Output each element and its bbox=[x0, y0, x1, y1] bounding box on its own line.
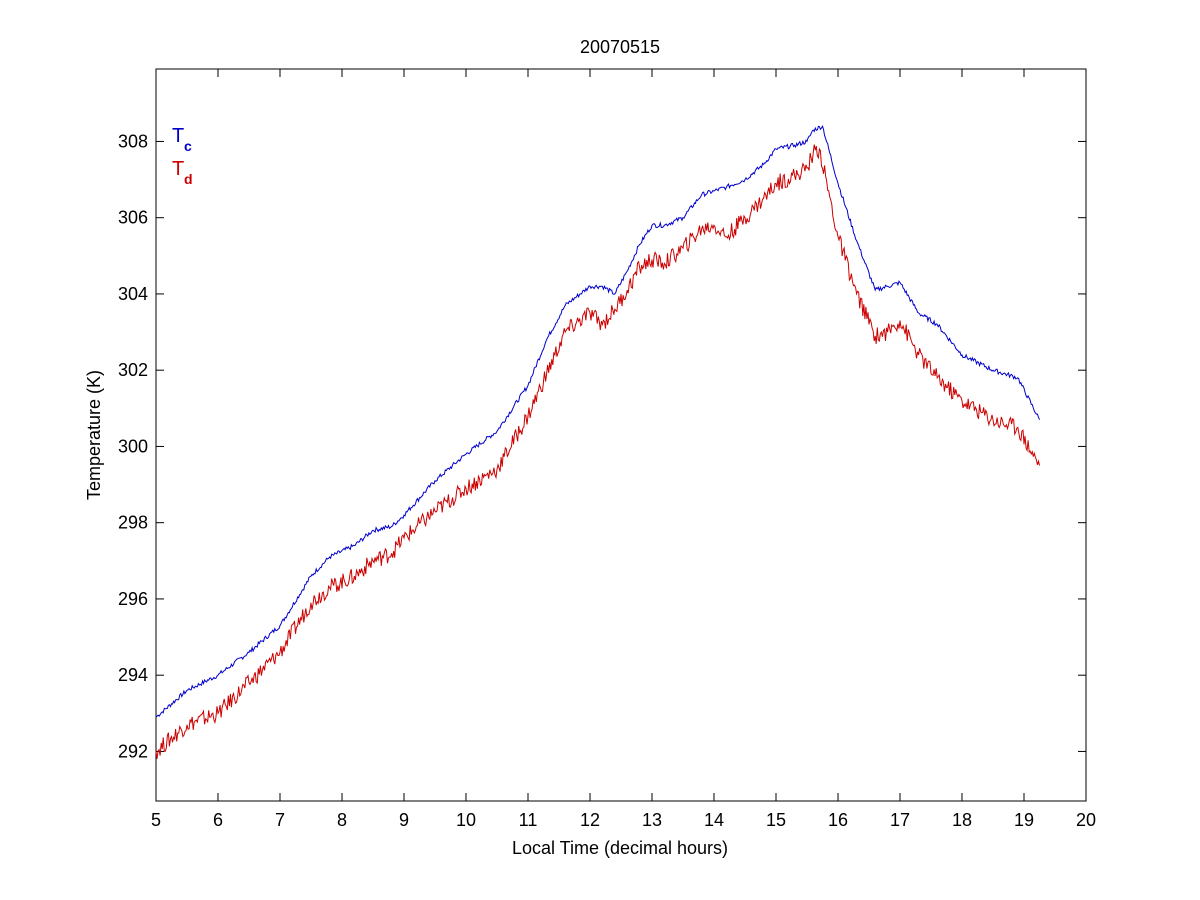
x-tick-label: 8 bbox=[337, 810, 347, 830]
x-tick-label: 14 bbox=[704, 810, 724, 830]
y-axis: 292 294 296 298 300 302 304 306 308 bbox=[118, 131, 1086, 761]
legend-entry-c: T bbox=[172, 125, 184, 147]
y-tick-label: 308 bbox=[118, 131, 148, 151]
y-tick-label: 296 bbox=[118, 589, 148, 609]
y-axis-label: Temperature (K) bbox=[84, 370, 104, 500]
x-axis: 5 6 7 8 9 10 11 12 13 14 15 16 17 18 19 20 bbox=[151, 69, 1096, 830]
series-lines bbox=[155, 124, 1040, 759]
y-tick-label: 304 bbox=[118, 284, 148, 304]
y-tick-label: 306 bbox=[118, 208, 148, 228]
legend-entry-d: T bbox=[172, 158, 184, 180]
x-tick-label: 13 bbox=[642, 810, 662, 830]
x-tick-label: 7 bbox=[275, 810, 285, 830]
legend-subscript-d: d bbox=[184, 171, 193, 187]
x-tick-label: 6 bbox=[213, 810, 223, 830]
x-tick-label: 19 bbox=[1014, 810, 1034, 830]
plot-frame bbox=[155, 68, 1087, 802]
series-line-d bbox=[155, 144, 1040, 759]
y-tick-label: 294 bbox=[118, 665, 148, 685]
x-axis-label: Local Time (decimal hours) bbox=[512, 838, 728, 858]
y-tick-label: 300 bbox=[118, 436, 148, 456]
x-tick-label: 10 bbox=[456, 810, 476, 830]
legend-subscript-c: c bbox=[184, 138, 192, 154]
y-tick-label: 298 bbox=[118, 513, 148, 533]
y-tick-label: 292 bbox=[118, 741, 148, 761]
x-tick-label: 16 bbox=[828, 810, 848, 830]
x-tick-label: 18 bbox=[952, 810, 972, 830]
x-tick-label: 11 bbox=[519, 810, 538, 830]
x-tick-label: 15 bbox=[766, 810, 786, 830]
chart-title: 20070515 bbox=[580, 37, 660, 57]
x-tick-label: 20 bbox=[1076, 810, 1096, 830]
x-tick-label: 12 bbox=[580, 810, 600, 830]
y-tick-label: 302 bbox=[118, 360, 148, 380]
x-tick-label: 17 bbox=[890, 810, 910, 830]
series-line-c bbox=[155, 124, 1040, 718]
x-tick-label: 5 bbox=[151, 810, 161, 830]
x-tick-label: 9 bbox=[399, 810, 409, 830]
